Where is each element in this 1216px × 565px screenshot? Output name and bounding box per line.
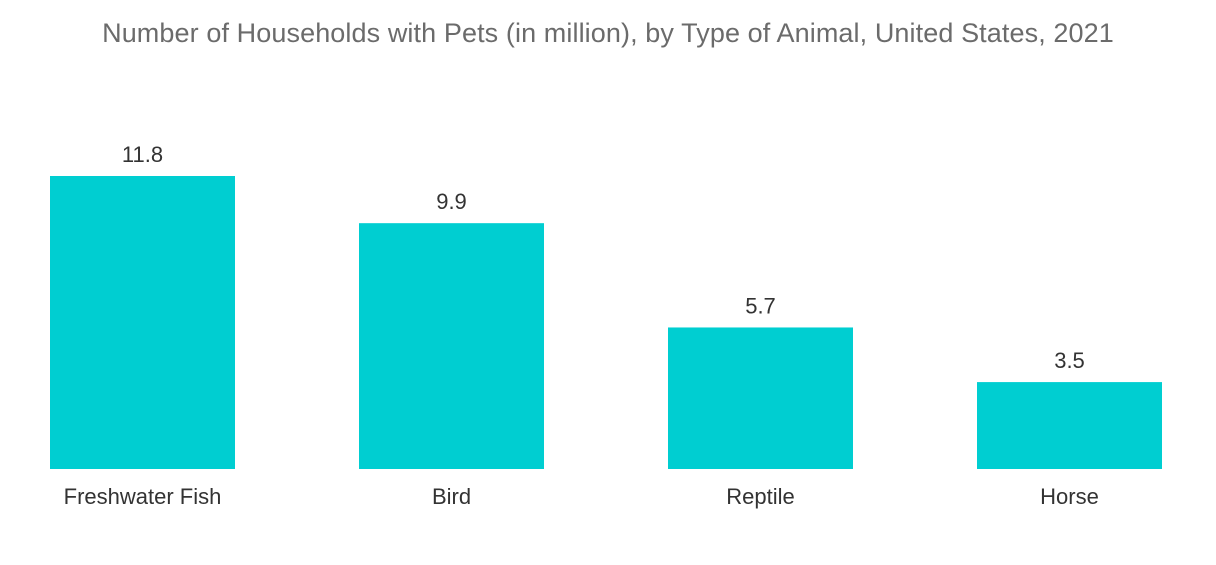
category-label-horse: Horse xyxy=(1040,484,1099,509)
bar-reptile xyxy=(668,327,853,469)
bar-bird xyxy=(359,223,544,469)
value-label-reptile: 5.7 xyxy=(745,293,776,318)
bars-layer xyxy=(50,176,1162,469)
value-label-freshwater-fish: 11.8 xyxy=(122,142,163,167)
bar-horse xyxy=(977,382,1162,469)
category-label-reptile: Reptile xyxy=(726,484,794,509)
value-labels-layer: 11.8 9.9 5.7 3.5 xyxy=(122,142,1085,373)
value-label-horse: 3.5 xyxy=(1054,348,1085,373)
value-label-bird: 9.9 xyxy=(436,189,467,214)
chart-title: Number of Households with Pets (in milli… xyxy=(102,18,1114,48)
category-label-freshwater-fish: Freshwater Fish xyxy=(64,484,222,509)
category-labels-layer: Freshwater Fish Bird Reptile Horse xyxy=(64,484,1099,509)
bar-freshwater-fish xyxy=(50,176,235,469)
category-label-bird: Bird xyxy=(432,484,471,509)
